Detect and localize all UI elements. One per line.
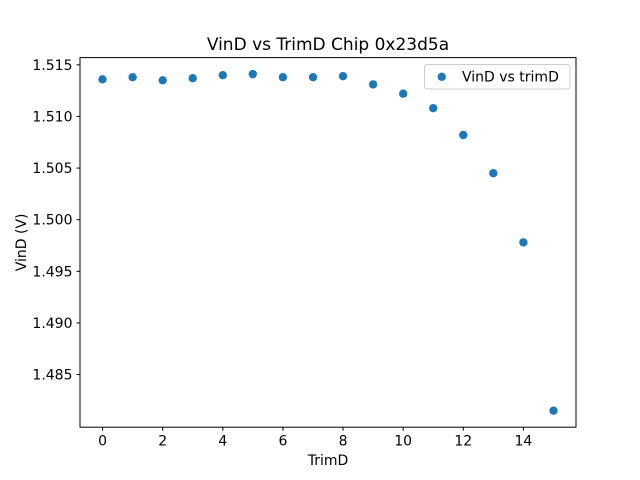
data-point	[188, 74, 197, 83]
y-tick-label: 1.500	[32, 213, 72, 229]
legend-label: VinD vs trimD	[462, 70, 559, 86]
legend-box	[424, 64, 571, 90]
data-point	[158, 76, 167, 85]
data-point	[278, 73, 288, 82]
y-axis-label: VinD (V)	[14, 214, 30, 272]
y-tick-label: 1.495	[32, 264, 72, 280]
y-axis-ticks: 1.515 1.510 1.505 1.500 1.495 1.490 1.485	[32, 58, 80, 384]
data-point	[399, 89, 408, 98]
chart-title: VinD vs TrimD Chip 0x23d5a	[207, 35, 449, 55]
x-tick-label: 14	[514, 434, 532, 450]
data-point	[459, 130, 468, 140]
data-point	[248, 69, 257, 79]
x-tick-label: 8	[339, 434, 348, 450]
x-axis-label: TrimD	[307, 453, 349, 469]
x-tick-label: 0	[98, 434, 107, 450]
x-tick-label: 4	[218, 434, 227, 450]
x-tick-label: 12	[454, 434, 472, 450]
x-tick-label: 10	[394, 434, 412, 450]
x-tick-label: 2	[158, 434, 167, 450]
data-point	[549, 406, 558, 415]
y-tick-label: 1.515	[32, 58, 72, 74]
y-tick-label: 1.485	[32, 368, 72, 384]
data-point	[338, 72, 348, 81]
legend: VinD vs trimD	[424, 64, 571, 90]
data-point	[489, 169, 498, 178]
y-tick-label: 1.490	[32, 316, 72, 332]
data-point	[98, 75, 107, 84]
y-tick-label: 1.510	[32, 109, 72, 125]
legend-marker-icon	[437, 72, 446, 82]
scatter-series	[98, 69, 558, 415]
y-tick-label: 1.505	[32, 161, 72, 177]
plot-frame	[79, 57, 577, 428]
x-axis-ticks: 0 2 4 6 8 10 12 14	[98, 427, 532, 450]
x-tick-label: 6	[278, 434, 287, 450]
data-point	[368, 80, 378, 89]
data-point	[128, 73, 137, 82]
data-point	[519, 238, 528, 247]
data-point	[308, 73, 318, 82]
data-point	[218, 71, 227, 80]
data-point	[429, 104, 438, 113]
